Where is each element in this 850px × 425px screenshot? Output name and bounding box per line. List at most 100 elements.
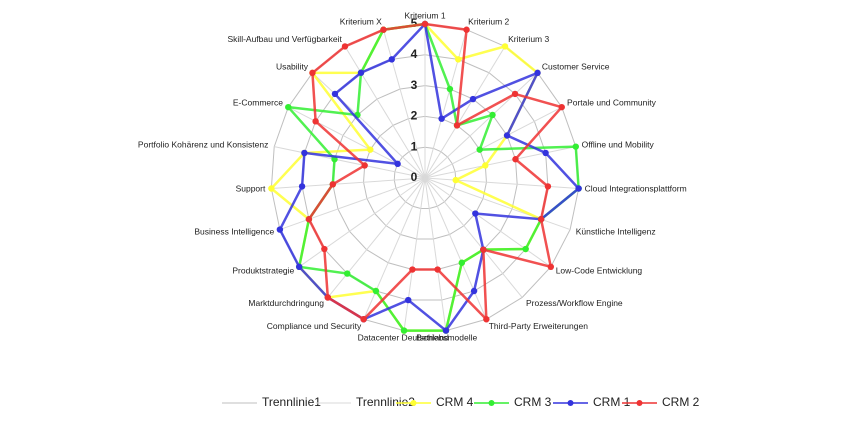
series-marker [544, 183, 552, 190]
grid-ring [301, 54, 549, 301]
category-label: Cloud Integrationsplattform [585, 183, 687, 193]
category-label: Kriterium 2 [468, 16, 509, 26]
series-marker [458, 259, 466, 266]
series-marker [344, 270, 351, 277]
series-marker [421, 20, 429, 28]
series-line [278, 21, 581, 333]
category-label: Kriterium 1 [404, 10, 445, 20]
series-marker [469, 95, 477, 103]
series-marker [361, 162, 368, 169]
grid-spoke [424, 177, 487, 320]
grid-spoke [424, 106, 562, 179]
tick-label: 2 [411, 109, 418, 123]
series-marker [442, 327, 450, 334]
tick-label: 4 [411, 47, 418, 61]
legend-marker [488, 400, 495, 406]
series-marker [537, 216, 545, 223]
series-marker [276, 226, 284, 233]
series-marker [301, 149, 308, 157]
category-label: Support [236, 183, 266, 193]
legend-label: CRM 3 [514, 395, 552, 409]
grid-spoke [424, 177, 552, 268]
grid-spoke [403, 177, 426, 331]
series-marker [575, 185, 582, 192]
series-marker [321, 245, 328, 253]
grid-spoke [274, 146, 426, 179]
series-marker [329, 181, 337, 188]
series-marker [367, 146, 374, 153]
legend-marker [636, 400, 643, 406]
grid-spoke [312, 72, 426, 179]
series-marker [542, 149, 549, 157]
category-label: Skill-Aufbau und Verfügbarkeit [228, 34, 343, 44]
series-marker [438, 115, 445, 122]
grid-spoke [424, 46, 506, 179]
series-marker [380, 26, 387, 33]
grid-spoke [344, 46, 426, 179]
category-label: Prozess/Workflow Engine [526, 298, 623, 308]
grid-spoke [298, 177, 426, 268]
category-label: Kriterium 3 [508, 34, 549, 44]
series-marker [463, 26, 470, 33]
series-marker [511, 90, 519, 98]
series-marker [405, 296, 412, 304]
series-marker [360, 316, 367, 323]
category-label: Business Intelligence [194, 227, 274, 237]
series-marker [512, 156, 519, 163]
grid-spoke [424, 29, 468, 179]
tick-label: 3 [411, 78, 418, 92]
series-marker [324, 294, 332, 301]
grid-spoke [424, 177, 579, 190]
grid-spoke [424, 177, 447, 331]
series-marker [341, 43, 349, 50]
grid-spoke [279, 177, 426, 231]
grid-spoke [424, 177, 523, 298]
category-label: Low-Code Entwicklung [556, 266, 643, 276]
series-marker [295, 263, 303, 271]
category-label: Portfolio Kohärenz und Konsistenz [138, 139, 268, 149]
category-label: E-Commerce [233, 98, 283, 108]
legend-label: Trennlinie1 [262, 395, 321, 409]
grid-spoke [271, 177, 426, 190]
series-marker [482, 162, 489, 169]
series-line [285, 22, 580, 332]
series-marker [372, 287, 380, 295]
series-marker [522, 245, 529, 253]
tick-label: 0 [411, 170, 418, 184]
grid-spoke [327, 177, 426, 298]
series-marker [558, 103, 565, 111]
series-marker [476, 146, 483, 153]
series-marker [268, 185, 275, 192]
series-marker [388, 56, 395, 63]
series-marker [312, 118, 319, 125]
category-label: Portale und Community [567, 98, 657, 108]
series-marker [309, 69, 316, 77]
grid-spoke [424, 177, 571, 231]
series-marker [357, 69, 365, 76]
category-label: Kriterium X [340, 16, 382, 26]
tick-label: 5 [411, 16, 418, 30]
category-label: Compliance und Security [267, 321, 362, 331]
series-marker [400, 327, 408, 334]
series-marker [534, 69, 541, 77]
series-marker [470, 287, 478, 295]
series-marker [331, 90, 339, 98]
grid-spoke [382, 29, 426, 179]
category-label: Offline und Mobility [582, 139, 655, 149]
series-marker [434, 266, 441, 273]
series-marker [501, 43, 509, 50]
series-marker [452, 176, 459, 184]
series-marker [455, 56, 462, 63]
series-marker [446, 85, 454, 93]
series-line [307, 22, 564, 323]
grid-spoke [288, 106, 426, 179]
category-label: Künstliche Intelligenz [576, 227, 656, 237]
legend-label: CRM 4 [436, 395, 474, 409]
legend-label: Trennlinie2 [356, 395, 415, 409]
grid-spoke [363, 177, 426, 320]
legend-label: CRM 2 [662, 395, 700, 409]
grid-spoke [424, 72, 538, 179]
series-marker [483, 316, 490, 323]
tick-label: 1 [411, 139, 418, 153]
series-marker [409, 266, 416, 273]
